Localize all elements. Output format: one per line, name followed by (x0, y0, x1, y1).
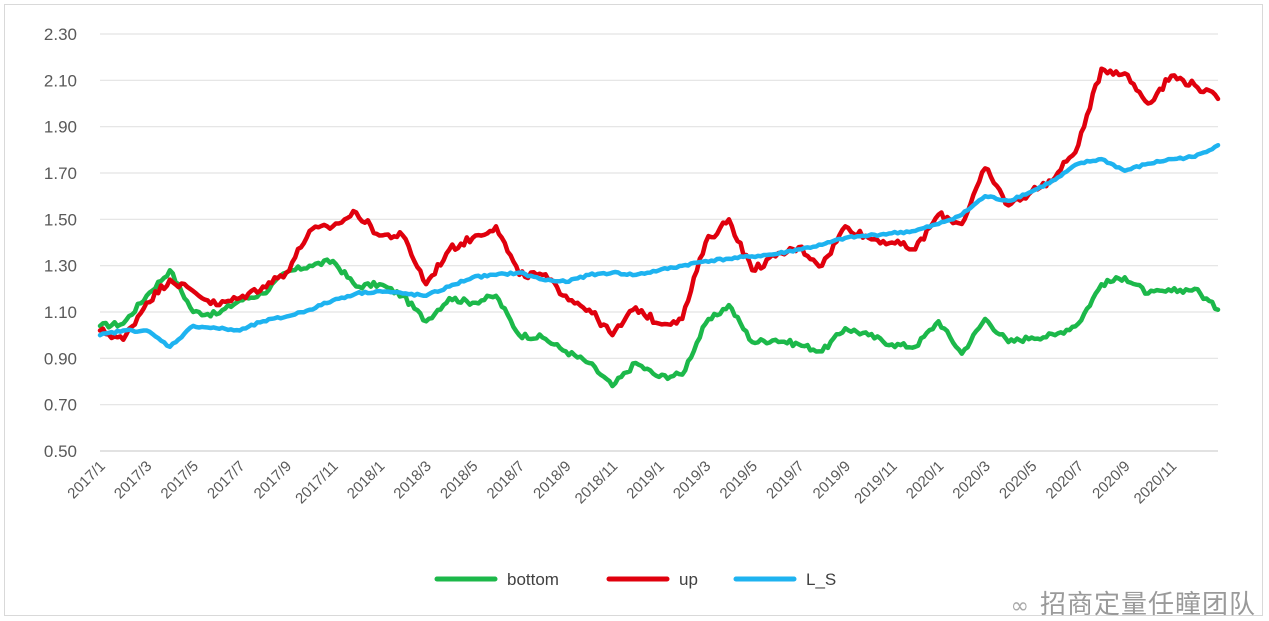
legend: bottom up L_S (434, 570, 836, 589)
x-tick-label: 2019/11 (851, 458, 901, 508)
x-tick-label: 2017/3 (111, 458, 155, 502)
x-tick-label: 2020/3 (949, 458, 993, 502)
y-tick-label: 1.90 (44, 118, 77, 137)
x-tick-label: 2018/7 (484, 458, 528, 502)
y-tick-label: 1.70 (44, 164, 77, 183)
x-tick-label: 2018/3 (390, 458, 434, 502)
x-tick-label: 2020/5 (996, 458, 1040, 502)
y-axis-ticks: 0.50 0.70 0.90 1.10 1.30 1.50 1.70 1.90 2.10 2.30 (44, 25, 77, 461)
x-tick-label: 2017/7 (204, 458, 248, 502)
wechat-icon: ∞ (1010, 594, 1030, 619)
x-tick-label: 2019/1 (623, 458, 667, 502)
x-tick-label: 2019/9 (810, 458, 854, 502)
y-tick-label: 2.30 (44, 25, 77, 44)
x-tick-label: 2018/1 (344, 458, 388, 502)
x-tick-label: 2019/3 (670, 458, 714, 502)
y-tick-label: 0.50 (44, 442, 77, 461)
line-chart: 0.50 0.70 0.90 1.10 1.30 1.50 1.70 1.90 2.10 2.30… (44, 25, 1221, 589)
series-line-L_S (97, 142, 1221, 350)
legend-label-bottom: bottom (507, 570, 559, 589)
x-tick-label: 2019/5 (717, 458, 761, 502)
x-tick-label: 2017/1 (64, 458, 108, 502)
legend-label-L_S: L_S (806, 570, 836, 589)
x-tick-label: 2018/5 (437, 458, 481, 502)
x-tick-label: 2017/9 (251, 458, 295, 502)
y-tick-label: 2.10 (44, 71, 77, 90)
x-tick-label: 2018/11 (572, 458, 622, 508)
x-tick-label: 2018/9 (530, 458, 574, 502)
x-tick-label: 2020/7 (1043, 458, 1087, 502)
x-tick-label: 2020/1 (903, 458, 947, 502)
x-tick-label: 2020/9 (1089, 458, 1133, 502)
watermark: ∞ 招商定量任瞳团队 (1011, 584, 1256, 621)
series-line-up (97, 66, 1221, 343)
y-tick-label: 0.90 (44, 349, 77, 368)
gridlines (100, 33, 1218, 452)
x-tick-label: 2017/11 (292, 458, 342, 508)
watermark-text: 招商定量任瞳团队 (1039, 590, 1256, 620)
x-tick-label: 2017/5 (158, 458, 202, 502)
chart-frame: 0.50 0.70 0.90 1.10 1.30 1.50 1.70 1.90 2.10 2.30… (4, 4, 1263, 620)
x-tick-label: 2020/11 (1131, 458, 1181, 508)
y-tick-label: 1.50 (44, 210, 77, 229)
y-tick-label: 1.30 (44, 257, 77, 276)
series-lines (97, 66, 1221, 389)
legend-label-up: up (679, 570, 698, 589)
y-tick-label: 0.70 (44, 396, 77, 415)
y-tick-label: 1.10 (44, 303, 77, 322)
x-tick-label: 2019/7 (763, 458, 807, 502)
